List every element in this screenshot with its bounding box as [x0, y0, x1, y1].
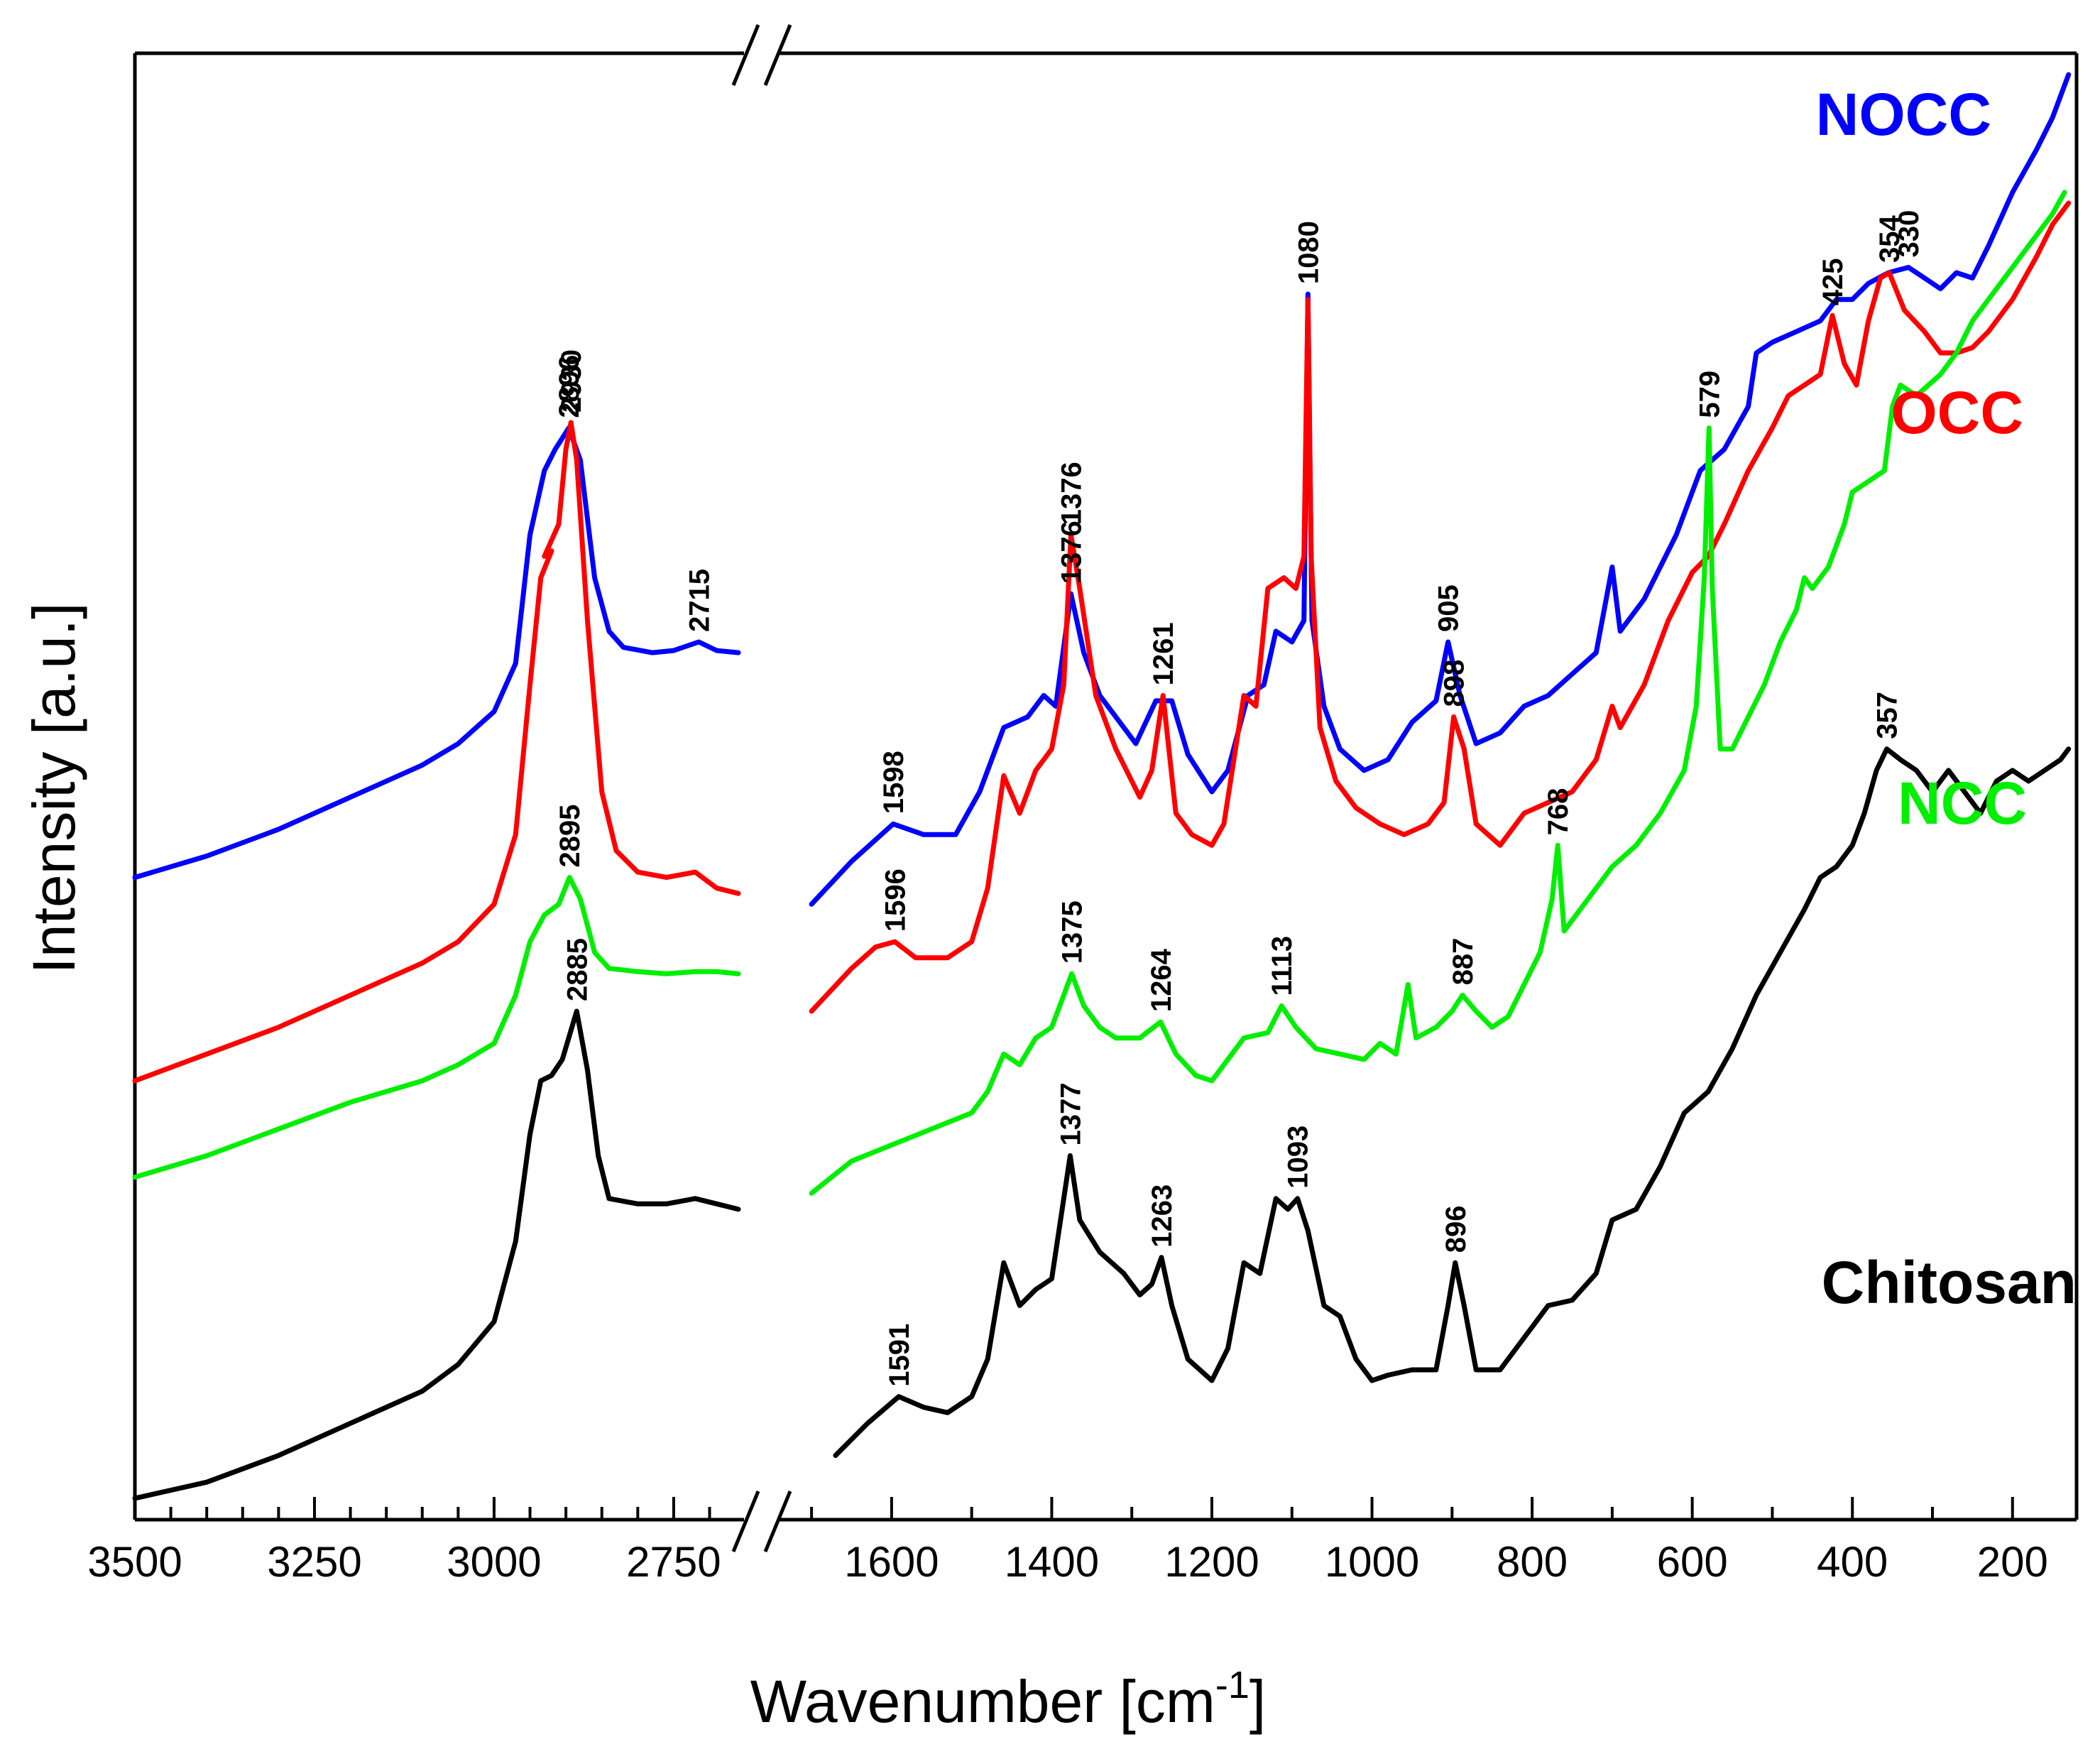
trace-occ-2 [809, 200, 2072, 1014]
series-label-ncc: NCC [1898, 770, 2027, 837]
series-label-nocc: NOCC [1816, 81, 1991, 148]
peak-label-nocc-330: 330 [1893, 210, 1925, 258]
x-tick-label: 200 [1977, 1538, 2048, 1586]
series-label-chitosan: Chitosan [1822, 1249, 2077, 1316]
x-axis-title-superscript: -1 [1215, 1664, 1249, 1706]
peak-label-chitosan-1377: 1377 [1055, 1083, 1086, 1146]
peak-label-occ-1261: 1261 [1148, 622, 1179, 685]
x-tick-label: 2750 [626, 1538, 721, 1586]
x-axis-ticks [133, 1497, 2014, 1520]
peak-label-nocc-1080: 1080 [1293, 221, 1324, 284]
peak-label-nocc-2715: 2715 [684, 569, 715, 632]
spectra-traces [132, 72, 2072, 1501]
x-axis-tick-labels: 3500 3250 3000 2750 1600 1400 1200 1000 800 600 40… [87, 1538, 2048, 1586]
peak-label-chitosan-357: 357 [1872, 692, 1903, 739]
peak-label-nocc-2896: 2896 [554, 355, 585, 418]
x-tick-label: 1600 [844, 1538, 939, 1586]
x-tick-label: 3000 [447, 1538, 541, 1586]
trace-nocc-2 [809, 72, 2072, 907]
axis-break-top-1 [731, 24, 760, 86]
trace-nocc-1 [132, 425, 741, 881]
axis-break-bottom-2 [763, 1491, 792, 1552]
peak-label-ncc-1113: 1113 [1267, 936, 1298, 996]
peak-label-chitosan-896: 896 [1440, 1205, 1472, 1253]
peak-label-ncc-1375: 1375 [1057, 900, 1088, 964]
x-tick-label: 800 [1497, 1538, 1568, 1586]
trace-occ-1 [132, 420, 741, 1084]
peak-label-nocc-905: 905 [1433, 584, 1465, 632]
peak-label-ncc-2895: 2895 [554, 805, 586, 868]
x-tick-label: 400 [1817, 1538, 1888, 1586]
x-tick-label: 1400 [1005, 1538, 1099, 1586]
peak-label-occ-898: 898 [1439, 660, 1470, 707]
peak-label-occ-2930: 2930 [556, 349, 587, 413]
x-axis-title-suffix: ] [1249, 1668, 1266, 1735]
peak-label-ncc-768: 768 [1543, 788, 1574, 836]
x-tick-label: 600 [1657, 1538, 1728, 1586]
peak-label-occ-1376: 1376 [1056, 462, 1088, 525]
trace-ncc-2 [809, 190, 2067, 1196]
x-tick-label: 3250 [267, 1538, 361, 1586]
x-tick-label: 3500 [87, 1538, 182, 1586]
peak-annotations: 2896 2715 1598 1376 1080 905 330 2930 1596 1376 12… [554, 210, 1925, 1387]
peak-label-nocc-1598: 1598 [878, 751, 909, 814]
peak-label-occ-1596: 1596 [880, 868, 911, 932]
peak-label-nocc-1376: 1376 [1056, 521, 1088, 584]
peak-label-ncc-1264: 1264 [1146, 948, 1177, 1012]
plot-frame [133, 24, 2079, 1552]
x-tick-label: 1000 [1325, 1538, 1419, 1586]
peak-label-ncc-579: 579 [1694, 371, 1725, 418]
y-axis-title: Intensity [a.u.] [21, 603, 87, 974]
x-axis-title: Wavenumber [cm-1] [750, 1664, 1266, 1735]
peak-label-chitosan-1093: 1093 [1283, 1126, 1314, 1189]
trace-chitosan-1 [132, 1008, 741, 1501]
peak-label-chitosan-1263: 1263 [1147, 1184, 1178, 1248]
peak-label-occ-425: 425 [1817, 258, 1849, 306]
x-tick-label: 1200 [1164, 1538, 1259, 1586]
x-axis-title-main: Wavenumber [cm [750, 1668, 1215, 1735]
trace-chitosan-2 [833, 746, 2072, 1459]
peak-label-occ-354: 354 [1874, 215, 1905, 263]
peak-label-ncc-887: 887 [1448, 938, 1479, 986]
peak-label-chitosan-2885: 2885 [562, 938, 593, 1001]
peak-label-chitosan-1591: 1591 [884, 1324, 915, 1387]
series-label-occ: OCC [1891, 379, 2023, 446]
trace-ncc-1 [132, 875, 741, 1180]
axis-break-bottom-1 [731, 1491, 760, 1552]
axis-break-top-2 [763, 24, 792, 86]
